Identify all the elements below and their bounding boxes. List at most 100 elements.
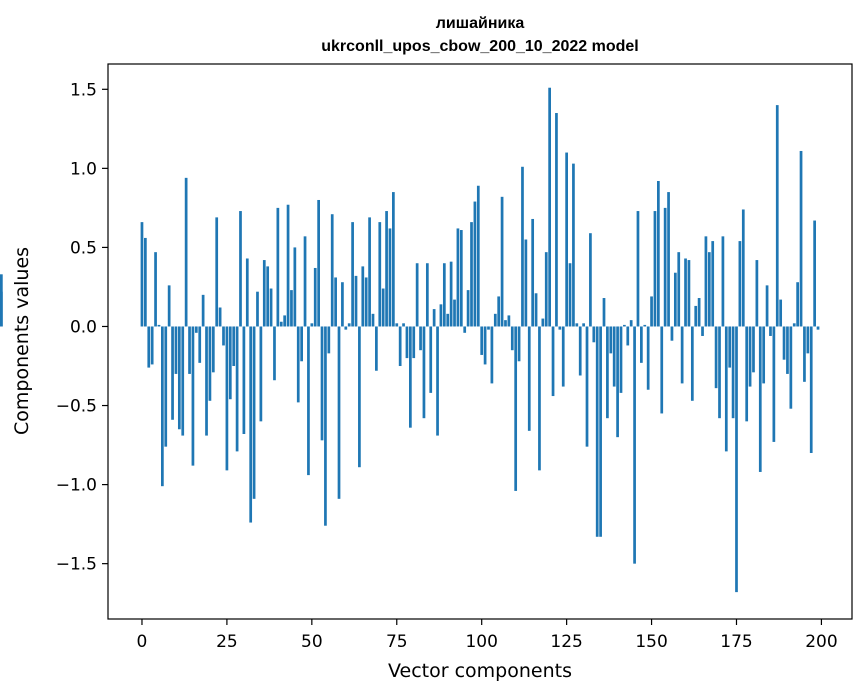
bar [150,326,154,365]
bar [307,326,310,476]
bar [378,222,382,327]
bar [381,288,385,327]
bar [293,247,297,327]
bar [174,326,178,374]
bar [0,274,3,327]
bar [724,326,728,452]
bar [585,326,589,447]
bar [184,177,188,327]
bar [660,326,664,414]
bar [392,192,395,327]
bar [487,326,490,330]
bar [446,313,450,327]
bar [409,326,412,428]
bar [527,326,531,431]
plot-frame [107,63,853,620]
bar [245,258,249,327]
bar [194,326,198,333]
bar [364,277,368,327]
bar [228,326,232,400]
bar [483,326,487,365]
bar [731,326,735,419]
x-tick-label: 175 [720,632,752,652]
bar [341,282,344,327]
bar [792,323,796,327]
bar [650,296,653,327]
bar [442,263,446,327]
bar [507,315,511,327]
y-tick-label: −0.5 [56,397,97,417]
bar [235,326,239,452]
bar [368,217,371,327]
bar [735,326,738,593]
bar [684,258,687,327]
bar [510,326,514,351]
bar [490,326,494,384]
bar [809,326,813,453]
bar [816,326,820,330]
bar [738,241,742,327]
bar [296,326,300,403]
bar [191,326,195,466]
y-tick-label: 1.0 [70,159,97,179]
bar [252,326,256,499]
bar [558,326,562,330]
bar [361,266,365,327]
bar [646,326,650,390]
bar [215,217,219,327]
bar [167,285,171,327]
bar [626,326,630,346]
bar [758,326,762,472]
bar [473,201,477,327]
bar [544,252,548,327]
bar [140,222,144,327]
bar [320,326,324,441]
bar [177,326,181,430]
bar [786,326,789,374]
bar [701,326,704,336]
bar [667,192,670,327]
bar [721,236,725,327]
bar [673,272,677,327]
bar [561,326,565,387]
bar [211,326,215,373]
bar [592,326,596,343]
y-tick-label: 0.0 [70,317,97,337]
bar [347,323,351,327]
bar [205,326,208,436]
bar [324,326,327,526]
bar [154,252,157,327]
bar [606,326,609,419]
bar [463,326,467,333]
bar [497,296,501,327]
bar [789,326,793,409]
bar [521,166,524,327]
bar [436,326,439,436]
bars-group [0,87,820,593]
bar [161,326,164,487]
bar [225,326,229,471]
bar [164,326,168,447]
bar [188,326,191,374]
bar [707,252,711,327]
bar [803,326,806,382]
chart-subtitle: ukrconll_upos_cbow_200_10_2022 model [321,38,638,55]
bar [283,315,287,327]
x-tick-label: 0 [137,632,148,652]
bar [459,230,463,327]
bar [388,228,392,327]
bar [449,261,453,327]
bar [201,294,205,327]
x-tick-label: 200 [805,632,837,652]
bar [273,326,276,381]
x-tick-label: 100 [465,632,497,652]
bar [741,209,745,327]
bar [796,282,799,327]
bar [242,326,246,434]
bar [425,263,429,327]
bar [690,326,694,401]
bar [619,326,623,393]
bar [589,233,592,327]
bar [310,323,314,327]
